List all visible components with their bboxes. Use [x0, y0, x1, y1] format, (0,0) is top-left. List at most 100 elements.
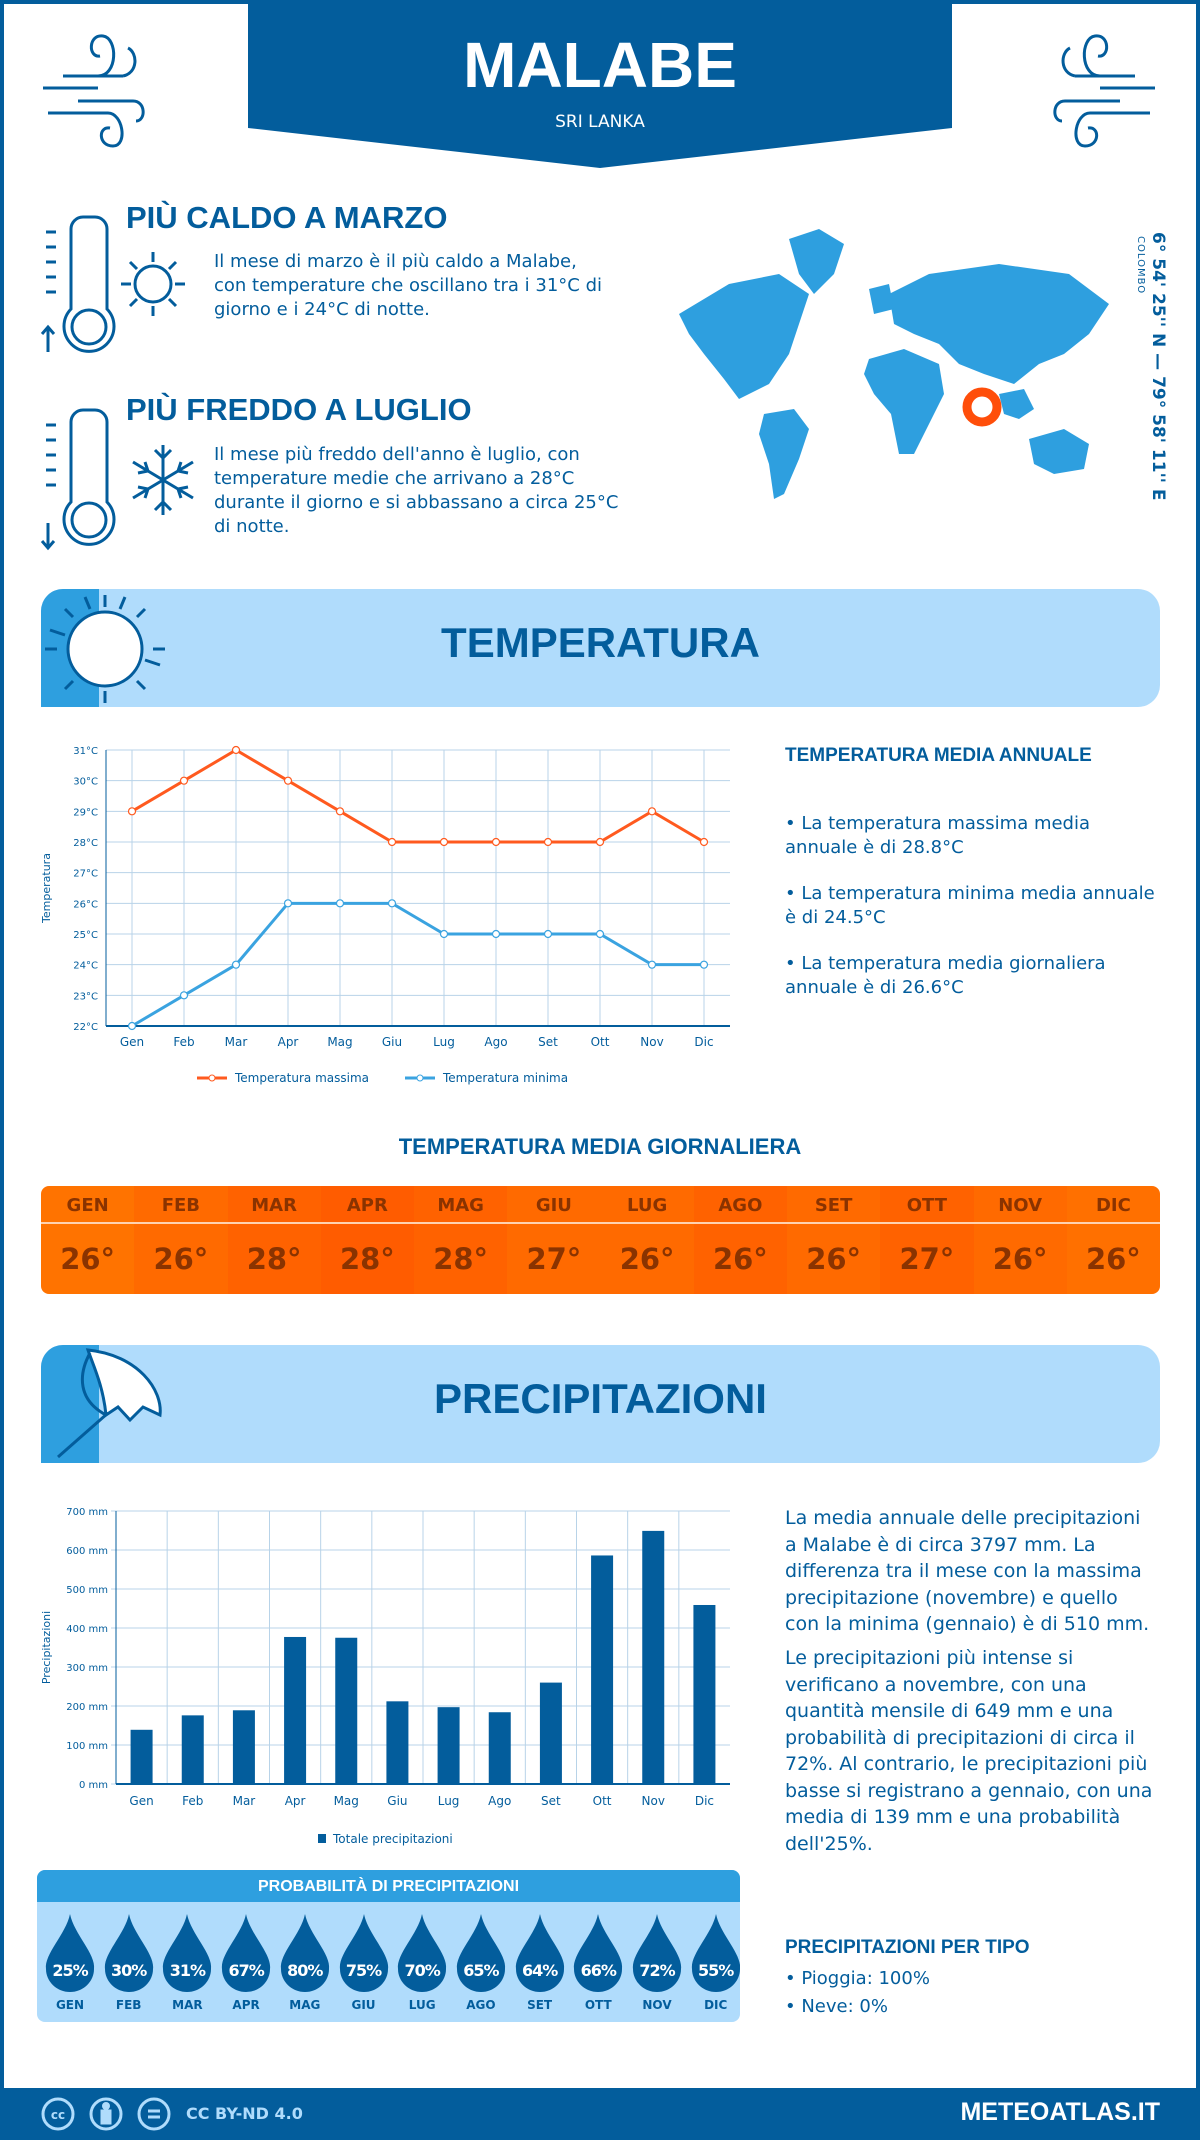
annual-temp-title: TEMPERATURA MEDIA ANNUALE: [785, 745, 1092, 766]
daily-temp-cell: DIC 26°: [1066, 1186, 1160, 1294]
data-point: [231, 745, 241, 755]
data-point: [387, 837, 397, 847]
wind-icon-left: [43, 34, 145, 148]
daily-month: APR: [320, 1186, 414, 1224]
data-point: [699, 837, 709, 847]
x-tick-label: Mar: [225, 1035, 248, 1049]
precipitation-type-title: PRECIPITAZIONI PER TIPO: [785, 1937, 1030, 1958]
y-tick-label: 24°C: [73, 961, 98, 972]
precipitation-bar: [335, 1637, 358, 1784]
y-tick-label: 300 mm: [66, 1663, 108, 1674]
data-point: [699, 960, 709, 969]
probability-drop: 75% GIU: [337, 1914, 391, 2012]
probability-month: DIC: [704, 1998, 728, 2012]
attribution-icon: [89, 2097, 123, 2131]
coordinates: 6° 54' 25'' N — 79° 58' 11'' E: [1148, 232, 1168, 501]
daily-value: 27°: [899, 1242, 955, 1276]
precipitation-details: Le precipitazioni più intense si verific…: [785, 1647, 1153, 1855]
precipitation-summary: La media annuale delle precipitazioni a …: [785, 1507, 1150, 1635]
data-point: [439, 929, 449, 939]
daily-value: 26°: [992, 1242, 1048, 1276]
svg-text:cc: cc: [51, 2108, 65, 2122]
daily-value: 28°: [339, 1242, 395, 1276]
precipitation-bar: [284, 1636, 307, 1784]
data-point: [179, 991, 189, 1000]
y-tick-label: 29°C: [73, 807, 98, 818]
x-tick-label: Dic: [695, 1794, 714, 1808]
daily-value: 26°: [153, 1242, 209, 1276]
x-tick-label: Set: [538, 1035, 558, 1049]
y-tick-label: 400 mm: [66, 1624, 108, 1635]
probability-drop: 30% FEB: [102, 1914, 156, 2012]
sun-icon: [45, 595, 165, 703]
probability-value: 70%: [404, 1961, 441, 1980]
series-line-min: [131, 901, 704, 1028]
data-point: [647, 960, 657, 969]
daily-month: NOV: [973, 1186, 1067, 1224]
raindrop-icon: [163, 1914, 212, 1992]
daily-value: 26°: [712, 1242, 768, 1276]
x-tick-label: Giu: [382, 1035, 402, 1049]
data-point: [127, 1021, 137, 1031]
y-tick-label: 0 mm: [79, 1780, 108, 1791]
temperature-chart: 22°C 23°C 24°C 25°C 26°C 27°C 28°C 29°C 30°C 31°C…: [40, 745, 730, 1085]
probability-month: AGO: [466, 1998, 496, 2012]
license-icons[interactable]: cc: [40, 2096, 175, 2132]
precipitation-bar: [181, 1715, 204, 1784]
precipitation-section-title: PRECIPITAZIONI: [434, 1375, 767, 1422]
probability-value: 55%: [698, 1961, 734, 1980]
daily-temp-cell: OTT 27°: [880, 1186, 974, 1294]
y-tick-label: 200 mm: [66, 1702, 108, 1713]
x-tick-label: Gen: [129, 1794, 153, 1808]
probability-drop: 31% MAR: [160, 1914, 214, 2012]
raindrop-icon: [104, 1914, 153, 1992]
site-link[interactable]: METEOATLAS.IT: [960, 2098, 1160, 2126]
daily-temp-cell: GEN 26°: [41, 1186, 135, 1294]
daily-temp-cell: AGO 26°: [693, 1186, 787, 1294]
probability-drop: 64% SET: [513, 1914, 567, 2012]
probability-value: 31%: [169, 1961, 206, 1980]
daily-month: FEB: [134, 1186, 228, 1224]
rain-share: • Pioggia: 100%: [785, 1968, 930, 1989]
data-point: [283, 776, 293, 785]
world-map: [679, 229, 1109, 499]
location-marker: [962, 387, 1002, 427]
x-tick-label: Set: [541, 1794, 561, 1808]
raindrop-icon: [398, 1914, 447, 1992]
data-point: [283, 899, 293, 908]
probability-value: 30%: [111, 1961, 147, 1980]
y-tick-label: 700 mm: [66, 1507, 108, 1518]
daily-month: GEN: [41, 1186, 135, 1224]
precipitation-section-header: PRECIPITAZIONI: [41, 1345, 1160, 1463]
annual-temp-mean: • La temperatura media giornaliera annua…: [785, 953, 1106, 998]
license-label[interactable]: CC BY-ND 4.0: [186, 2104, 303, 2123]
y-tick-label: 22°C: [73, 1022, 98, 1033]
probability-drop: 80% MAG: [278, 1914, 332, 2012]
probability-title: PROBABILITÀ DI PRECIPITAZIONI: [37, 1870, 740, 1902]
x-tick-label: Lug: [433, 1035, 455, 1049]
daily-month: OTT: [880, 1186, 974, 1224]
data-point: [543, 837, 553, 847]
precipitation-bar: [488, 1712, 511, 1784]
series-line-max: [131, 748, 705, 844]
daily-month: SET: [787, 1186, 881, 1224]
probability-value: 67%: [228, 1961, 264, 1980]
precipitation-bar: [386, 1701, 409, 1784]
x-tick-label: Mag: [334, 1794, 359, 1808]
daily-month: MAR: [227, 1186, 321, 1224]
daily-temp-cell: LUG 26°: [600, 1186, 694, 1294]
header-banner: [248, 0, 952, 168]
x-tick-label: Mag: [327, 1035, 352, 1049]
precipitation-bar: [642, 1530, 665, 1784]
temperature-section-title: TEMPERATURA: [441, 619, 760, 666]
data-point: [595, 837, 605, 847]
precipitation-chart: 0 mm 100 mm 200 mm 300 mm 400 mm 500 mm 600 mm…: [40, 1507, 730, 1846]
probability-month: GEN: [55, 1998, 85, 2012]
x-tick-label: Ott: [591, 1035, 610, 1049]
daily-temp-cell: GIU 27°: [507, 1186, 601, 1294]
y-tick-label: 27°C: [73, 869, 98, 880]
probability-drop: 25% GEN: [43, 1914, 97, 2012]
cc-icon: [41, 2097, 75, 2131]
daily-temp-title: TEMPERATURA MEDIA GIORNALIERA: [398, 1134, 802, 1159]
raindrop-icon: [45, 1914, 95, 1992]
